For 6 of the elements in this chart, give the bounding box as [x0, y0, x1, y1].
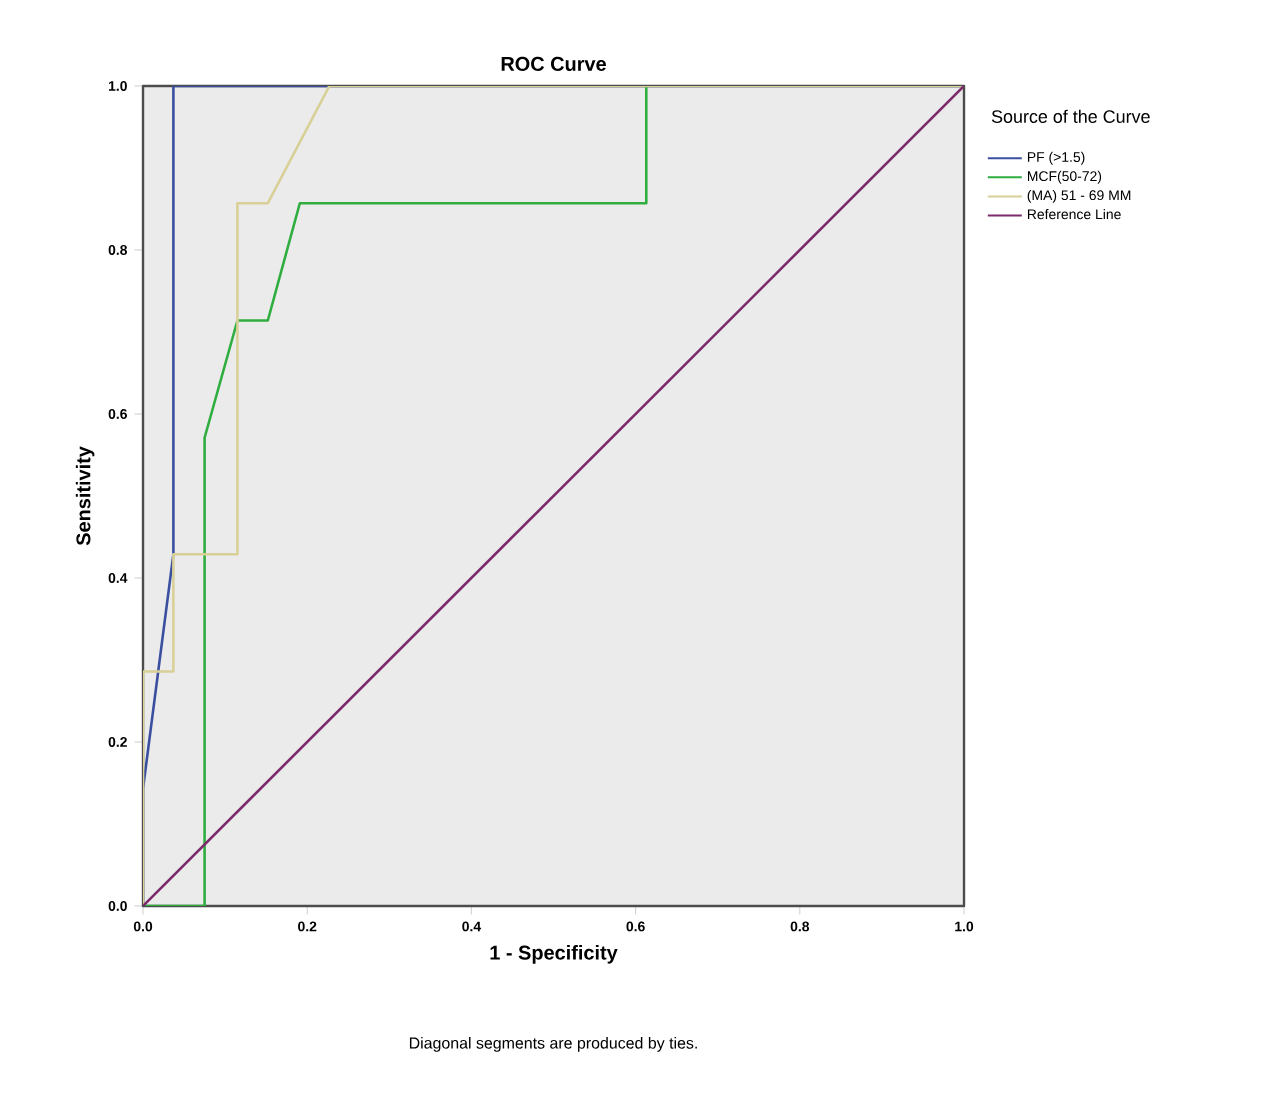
y-axis-title: Sensitivity [75, 446, 95, 546]
chart-title: ROC Curve [501, 56, 606, 71]
line-series [143, 85, 648, 906]
x-axis-title: 1 - Specificity [490, 945, 618, 964]
legend-title: Source of the Curve [991, 109, 1150, 123]
line-series [143, 85, 965, 906]
